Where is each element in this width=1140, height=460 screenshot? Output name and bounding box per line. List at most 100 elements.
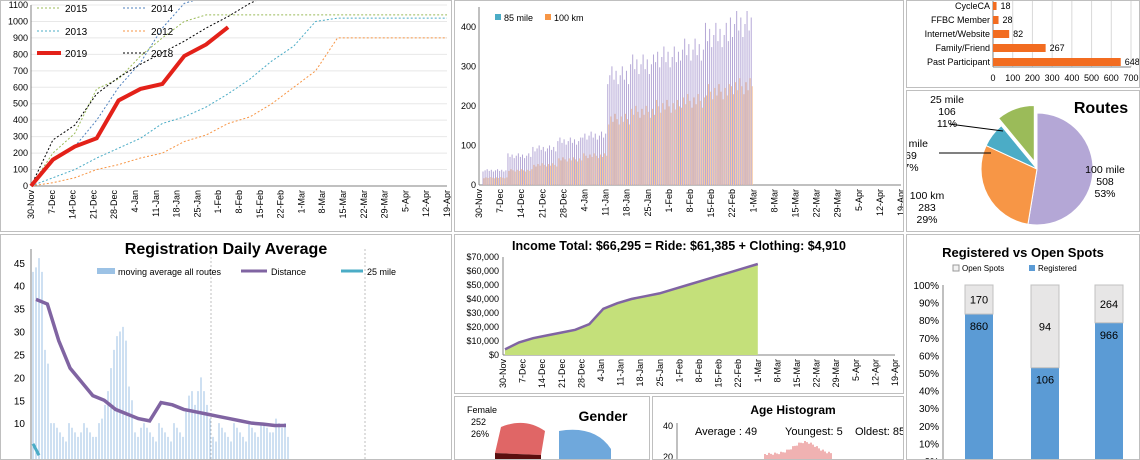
pie-slice-100-mile [1027,112,1094,226]
income-total-line [504,262,759,351]
bar-open-spots [1094,284,1124,324]
x-tick-label: 19-Apr [890,359,900,386]
x-tick-label: 1-Mar [296,190,306,214]
category-label: FFBC Member [931,15,990,25]
y-tick-label: 25 [14,350,26,361]
x-tick-label: 14-Dec [516,189,526,219]
data-label: 18 [1001,1,1011,11]
y-tick-label: 30 [14,328,26,339]
x-tick-label: 28-Dec [558,189,568,219]
slice-pct: 53% [1094,188,1115,200]
data-label-open: 94 [1039,321,1051,333]
y-tick-label: 20% [919,422,939,433]
x-tick-label: 5-Apr [400,190,410,212]
y-tick-label: 100 [13,165,28,175]
y-tick-label: 20 [14,373,26,384]
y-tick-label: 400 [461,22,476,32]
x-tick-label: 300 [1045,73,1060,83]
data-label-registered: 966 [1100,330,1118,342]
y-tick-label: 800 [13,49,28,59]
y-tick-label: $10,000 [466,336,499,346]
legend-label: Distance [271,267,306,277]
slice-label: 25 mile [930,94,964,106]
cumulative-chart: 0 100 200 300 400 500 600 700 800 900 1000 1100 30-N… [8,1,451,220]
series-line-2015 [30,14,447,187]
bar-open-spots [964,284,994,315]
legend-label: 85 mile [504,13,533,23]
legend-swatch [952,264,960,272]
slice-value: 252 [471,417,486,427]
slice-value: 283 [918,202,936,214]
x-tick-label: 600 [1104,73,1119,83]
series-line-2014 [30,1,194,187]
legend-label: 2018 [151,49,174,60]
x-tick-label: 7-Dec [518,359,528,384]
x-tick-label: 12-Apr [870,359,880,386]
x-tick-label: 7-Dec [495,189,505,214]
y-tick-label: 900 [13,33,28,43]
bar [993,30,1010,38]
slice-label: Female [467,405,497,415]
x-tick-label: 29-Mar [380,190,390,219]
x-tick-label: 18-Jan [622,189,632,217]
category-label: Internet/Website [925,29,990,39]
legend-swatch [97,268,115,274]
x-tick-label: 700 [1123,73,1138,83]
x-tick-label: 7-Dec [47,190,57,215]
x-tick-label: 100 [1005,73,1020,83]
x-tick-label: 8-Feb [694,359,704,383]
x-tick-label: 4-Jan [580,189,590,212]
category-label: Past Participant [927,57,991,67]
data-label-open: 264 [1100,299,1118,311]
legend-label: 2012 [151,27,174,38]
legend-label: 2019 [65,49,88,60]
spots-panel: Registered vs Open Spots 0% 10% 20% 30% 40% 5… [906,234,1140,460]
x-tick-label: 0 [990,73,995,83]
slice-pct: 11% [937,118,957,130]
legend-swatch [545,14,551,20]
legend-label: 100 km [554,13,584,23]
x-tick-label: 28-Dec [109,190,119,220]
x-tick-label: 21-Dec [557,359,567,389]
x-tick-label: 200 [1025,73,1040,83]
slice-label: 100 mile [1085,164,1125,176]
y-tick-label: 0 [23,181,28,191]
legend-label: Open Spots [962,264,1004,273]
x-tick-label: 18-Jan [635,359,645,387]
legend-swatch [495,14,501,20]
slice-label: 100 km [910,190,945,202]
slice-value: 106 [938,106,956,118]
data-label-registered: 106 [1036,375,1054,387]
slice-value: 508 [1096,176,1114,188]
x-tick-label: 22-Feb [727,189,737,218]
x-tick-label: 8-Feb [234,190,244,214]
data-label: 267 [1050,43,1065,53]
x-tick-label: 25-Jan [643,189,653,217]
x-tick-label: 15-Mar [791,189,801,218]
y-tick-label: 400 [13,115,28,125]
bar-registered [965,314,993,459]
series-line-2013 [30,17,447,187]
legend-label: moving average all routes [118,267,222,277]
income-title: Income Total: $66,295 = Ride: $61,385 + … [512,239,846,253]
x-tick-label: 500 [1084,73,1099,83]
x-tick-label: 29-Mar [831,359,841,388]
data-label: 648 [1125,57,1140,67]
x-tick-label: 21-Dec [88,190,98,220]
x-tick-label: 30-Nov [498,359,508,389]
x-tick-label: 5-Apr [851,359,861,381]
y-tick-label: $0 [489,350,499,360]
y-tick-label: 40% [919,387,939,398]
x-tick-label: 15-Feb [714,359,724,388]
daily-bars-panel: 0 100 200 300 400 30-Nov 7-Dec 14-Dec 21-Dec 28-D… [454,0,904,232]
y-tick-label: 60% [919,351,939,362]
x-tick-label: 14-Dec [537,359,547,389]
x-tick-label: 8-Mar [772,359,782,383]
y-tick-label: 500 [13,99,28,109]
x-tick-label: 11-Jan [151,190,161,217]
daily-average-title: Registration Daily Average [124,241,328,258]
y-tick-label: 0% [925,457,940,460]
stat-youngest: Youngest: 5 [785,426,843,438]
x-tick-label: 30-Nov [26,190,36,220]
x-tick-label: 25-Jan [192,190,202,218]
